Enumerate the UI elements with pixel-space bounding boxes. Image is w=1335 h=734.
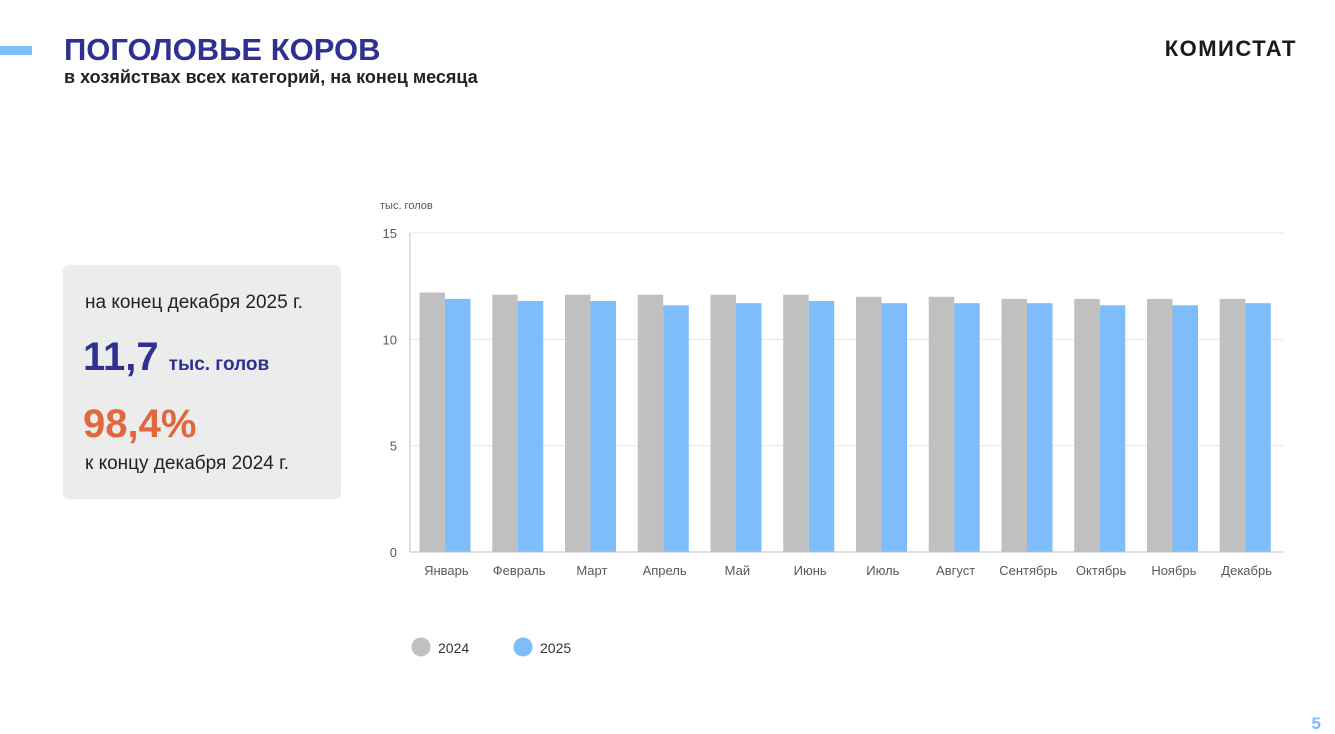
bar-2025-7	[881, 303, 907, 552]
bar-2025-2	[517, 301, 544, 552]
bar-2025-9	[1027, 303, 1053, 552]
x-tick-label: Июль	[866, 563, 899, 578]
bar-2024-2	[492, 294, 518, 552]
x-tick-label: Апрель	[643, 563, 687, 578]
bar-2025-5	[736, 303, 762, 552]
x-tick-label: Декабрь	[1221, 563, 1272, 578]
x-tick-label: Октябрь	[1076, 563, 1127, 578]
info-value-row: 11,7 тыс. голов	[83, 335, 269, 380]
page-title: ПОГОЛОВЬЕ КОРОВ	[64, 32, 381, 67]
page-number: 5	[1311, 714, 1321, 733]
x-tick-label: Август	[936, 563, 975, 578]
y-tick-label: 0	[390, 545, 397, 560]
bar-2024-6	[783, 294, 809, 552]
y-tick-label: 10	[383, 332, 397, 347]
x-tick-label: Июнь	[794, 563, 827, 578]
bar-2025-12	[1245, 303, 1271, 552]
legend-label-2024: 2024	[438, 640, 469, 656]
info-date-label: на конец декабря 2025 г.	[85, 292, 303, 313]
bar-2025-1	[445, 298, 471, 552]
bar-2025-4	[663, 305, 689, 552]
bar-2025-8	[954, 303, 980, 552]
y-tick-label: 5	[390, 439, 397, 454]
x-tick-label: Ноябрь	[1151, 563, 1196, 578]
y-axis-label: тыс. голов	[380, 200, 433, 212]
bar-2024-10	[1074, 298, 1100, 552]
bar-2025-6	[808, 301, 835, 552]
bar-2024-11	[1147, 298, 1173, 552]
x-tick-label: Май	[725, 563, 750, 578]
bar-2024-4	[637, 294, 664, 552]
info-compare-label: к концу декабря 2024 г.	[85, 453, 290, 474]
legend-marker-2024	[411, 637, 431, 657]
bar-2024-8	[928, 296, 955, 552]
x-tick-label: Сентябрь	[999, 563, 1057, 578]
bar-2024-12	[1219, 298, 1246, 552]
bar-2024-9	[1001, 298, 1027, 552]
info-card: на конец декабря 2025 г. 11,7 тыс. голов …	[63, 265, 341, 499]
legend-label-2025: 2025	[540, 640, 571, 656]
x-tick-label: Март	[576, 563, 607, 578]
bar-2024-5	[710, 294, 736, 552]
bar-2024-3	[565, 294, 591, 552]
y-tick-label: 15	[383, 226, 397, 241]
info-unit: тыс. голов	[168, 354, 270, 375]
info-percent: 98,4%	[83, 402, 197, 446]
bar-2025-11	[1172, 305, 1198, 552]
bar-2025-10	[1099, 305, 1126, 552]
x-tick-label: Февраль	[493, 563, 546, 578]
bar-2025-3	[590, 301, 616, 552]
bar-2024-7	[856, 296, 882, 552]
info-value: 11,7	[83, 335, 159, 379]
legend-marker-2025	[513, 637, 533, 657]
x-tick-label: Январь	[424, 563, 469, 578]
accent-bar	[0, 46, 32, 55]
bar-2024-1	[419, 292, 445, 552]
brand-logo: КОМИСТАТ	[1164, 36, 1297, 61]
page-subtitle: в хозяйствах всех категорий, на конец ме…	[64, 67, 478, 87]
